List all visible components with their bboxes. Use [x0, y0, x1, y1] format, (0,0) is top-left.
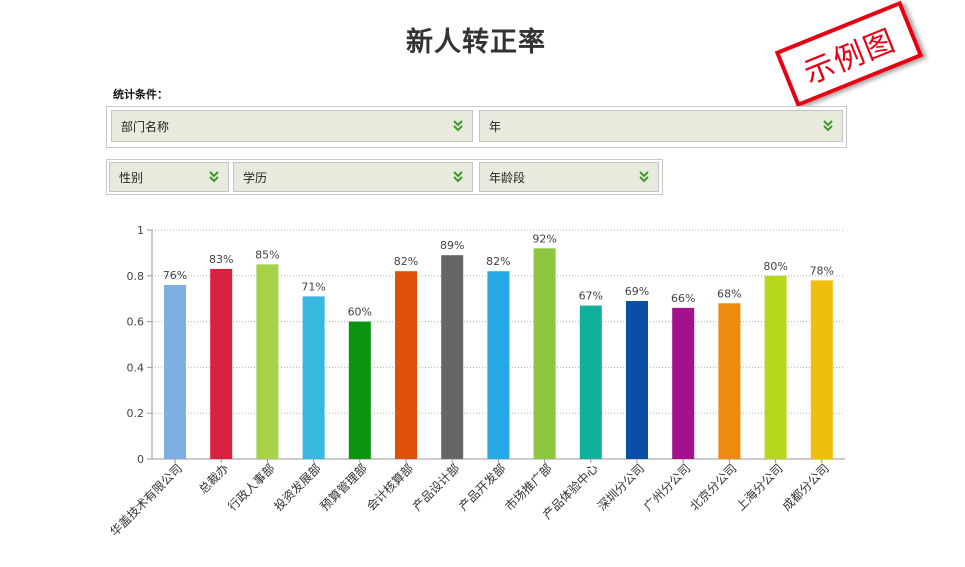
y-tick-label: 0.8 [127, 270, 145, 283]
y-tick-label: 0.6 [127, 316, 145, 329]
department-select-label: 部门名称 [121, 119, 170, 134]
data-label: 76% [163, 269, 187, 282]
data-label: 68% [717, 287, 741, 300]
filter-section-label: 统计条件： [113, 88, 168, 101]
education-select-label: 学历 [243, 170, 268, 185]
bar [210, 268, 233, 459]
year-select-label: 年 [489, 119, 502, 134]
double-chevron-down-icon [639, 171, 649, 183]
double-chevron-down-icon [209, 171, 219, 183]
education-select[interactable]: 学历 [233, 162, 473, 192]
x-category-label: 会计核算部 [363, 461, 416, 514]
bar [164, 284, 186, 459]
bar [533, 248, 556, 459]
data-label: 83% [209, 253, 233, 266]
x-category-label: 北京分公司 [687, 461, 739, 513]
x-category-label: 华盖技术有限公司 [107, 461, 185, 539]
bar [810, 280, 833, 459]
page-title: 新人转正率 [406, 27, 546, 58]
y-tick-label: 0.2 [127, 407, 145, 420]
x-category-label: 广州分公司 [641, 461, 693, 513]
bar [487, 271, 510, 459]
data-label: 92% [532, 232, 556, 245]
gender-select[interactable]: 性别 [109, 162, 229, 192]
x-category-label: 总裁办 [195, 461, 231, 497]
data-label: 85% [255, 248, 279, 261]
bar [579, 305, 602, 459]
bar [441, 255, 464, 459]
age-group-select[interactable]: 年龄段 [479, 162, 659, 192]
data-label: 78% [810, 264, 834, 277]
data-label: 60% [348, 306, 372, 319]
y-tick-label: 1 [137, 224, 144, 237]
bar [395, 271, 417, 459]
x-category-label: 深圳分公司 [595, 461, 647, 513]
year-select[interactable]: 年 [479, 110, 843, 142]
bar [348, 321, 371, 459]
x-category-label: 行政人事部 [224, 461, 277, 514]
data-label: 82% [486, 255, 510, 268]
double-chevron-down-icon [453, 171, 463, 183]
bar [626, 300, 648, 459]
x-category-label: 产品设计部 [409, 461, 462, 514]
bar [256, 264, 279, 459]
data-label: 82% [394, 255, 418, 268]
data-label: 71% [301, 280, 325, 293]
x-category-label: 成都分公司 [780, 461, 832, 513]
x-category-label: 产品开发部 [455, 461, 508, 514]
double-chevron-down-icon [823, 120, 833, 132]
bar [764, 275, 787, 459]
y-tick-label: 0.4 [127, 361, 145, 374]
data-label: 69% [625, 285, 649, 298]
x-category-label: 上海分公司 [733, 461, 786, 514]
data-label: 66% [671, 292, 695, 305]
bar [302, 296, 325, 459]
department-select[interactable]: 部门名称 [111, 110, 473, 142]
gender-select-label: 性别 [119, 170, 144, 185]
y-tick-label: 0 [137, 453, 144, 466]
age-group-select-label: 年龄段 [489, 170, 526, 185]
bar [672, 307, 695, 459]
data-label: 67% [579, 290, 603, 303]
x-category-label: 投资发展部 [271, 461, 324, 514]
bar [718, 303, 741, 459]
data-label: 89% [440, 239, 464, 252]
x-category-label: 预算管理部 [317, 461, 370, 514]
double-chevron-down-icon [453, 120, 463, 132]
data-label: 80% [763, 260, 787, 273]
